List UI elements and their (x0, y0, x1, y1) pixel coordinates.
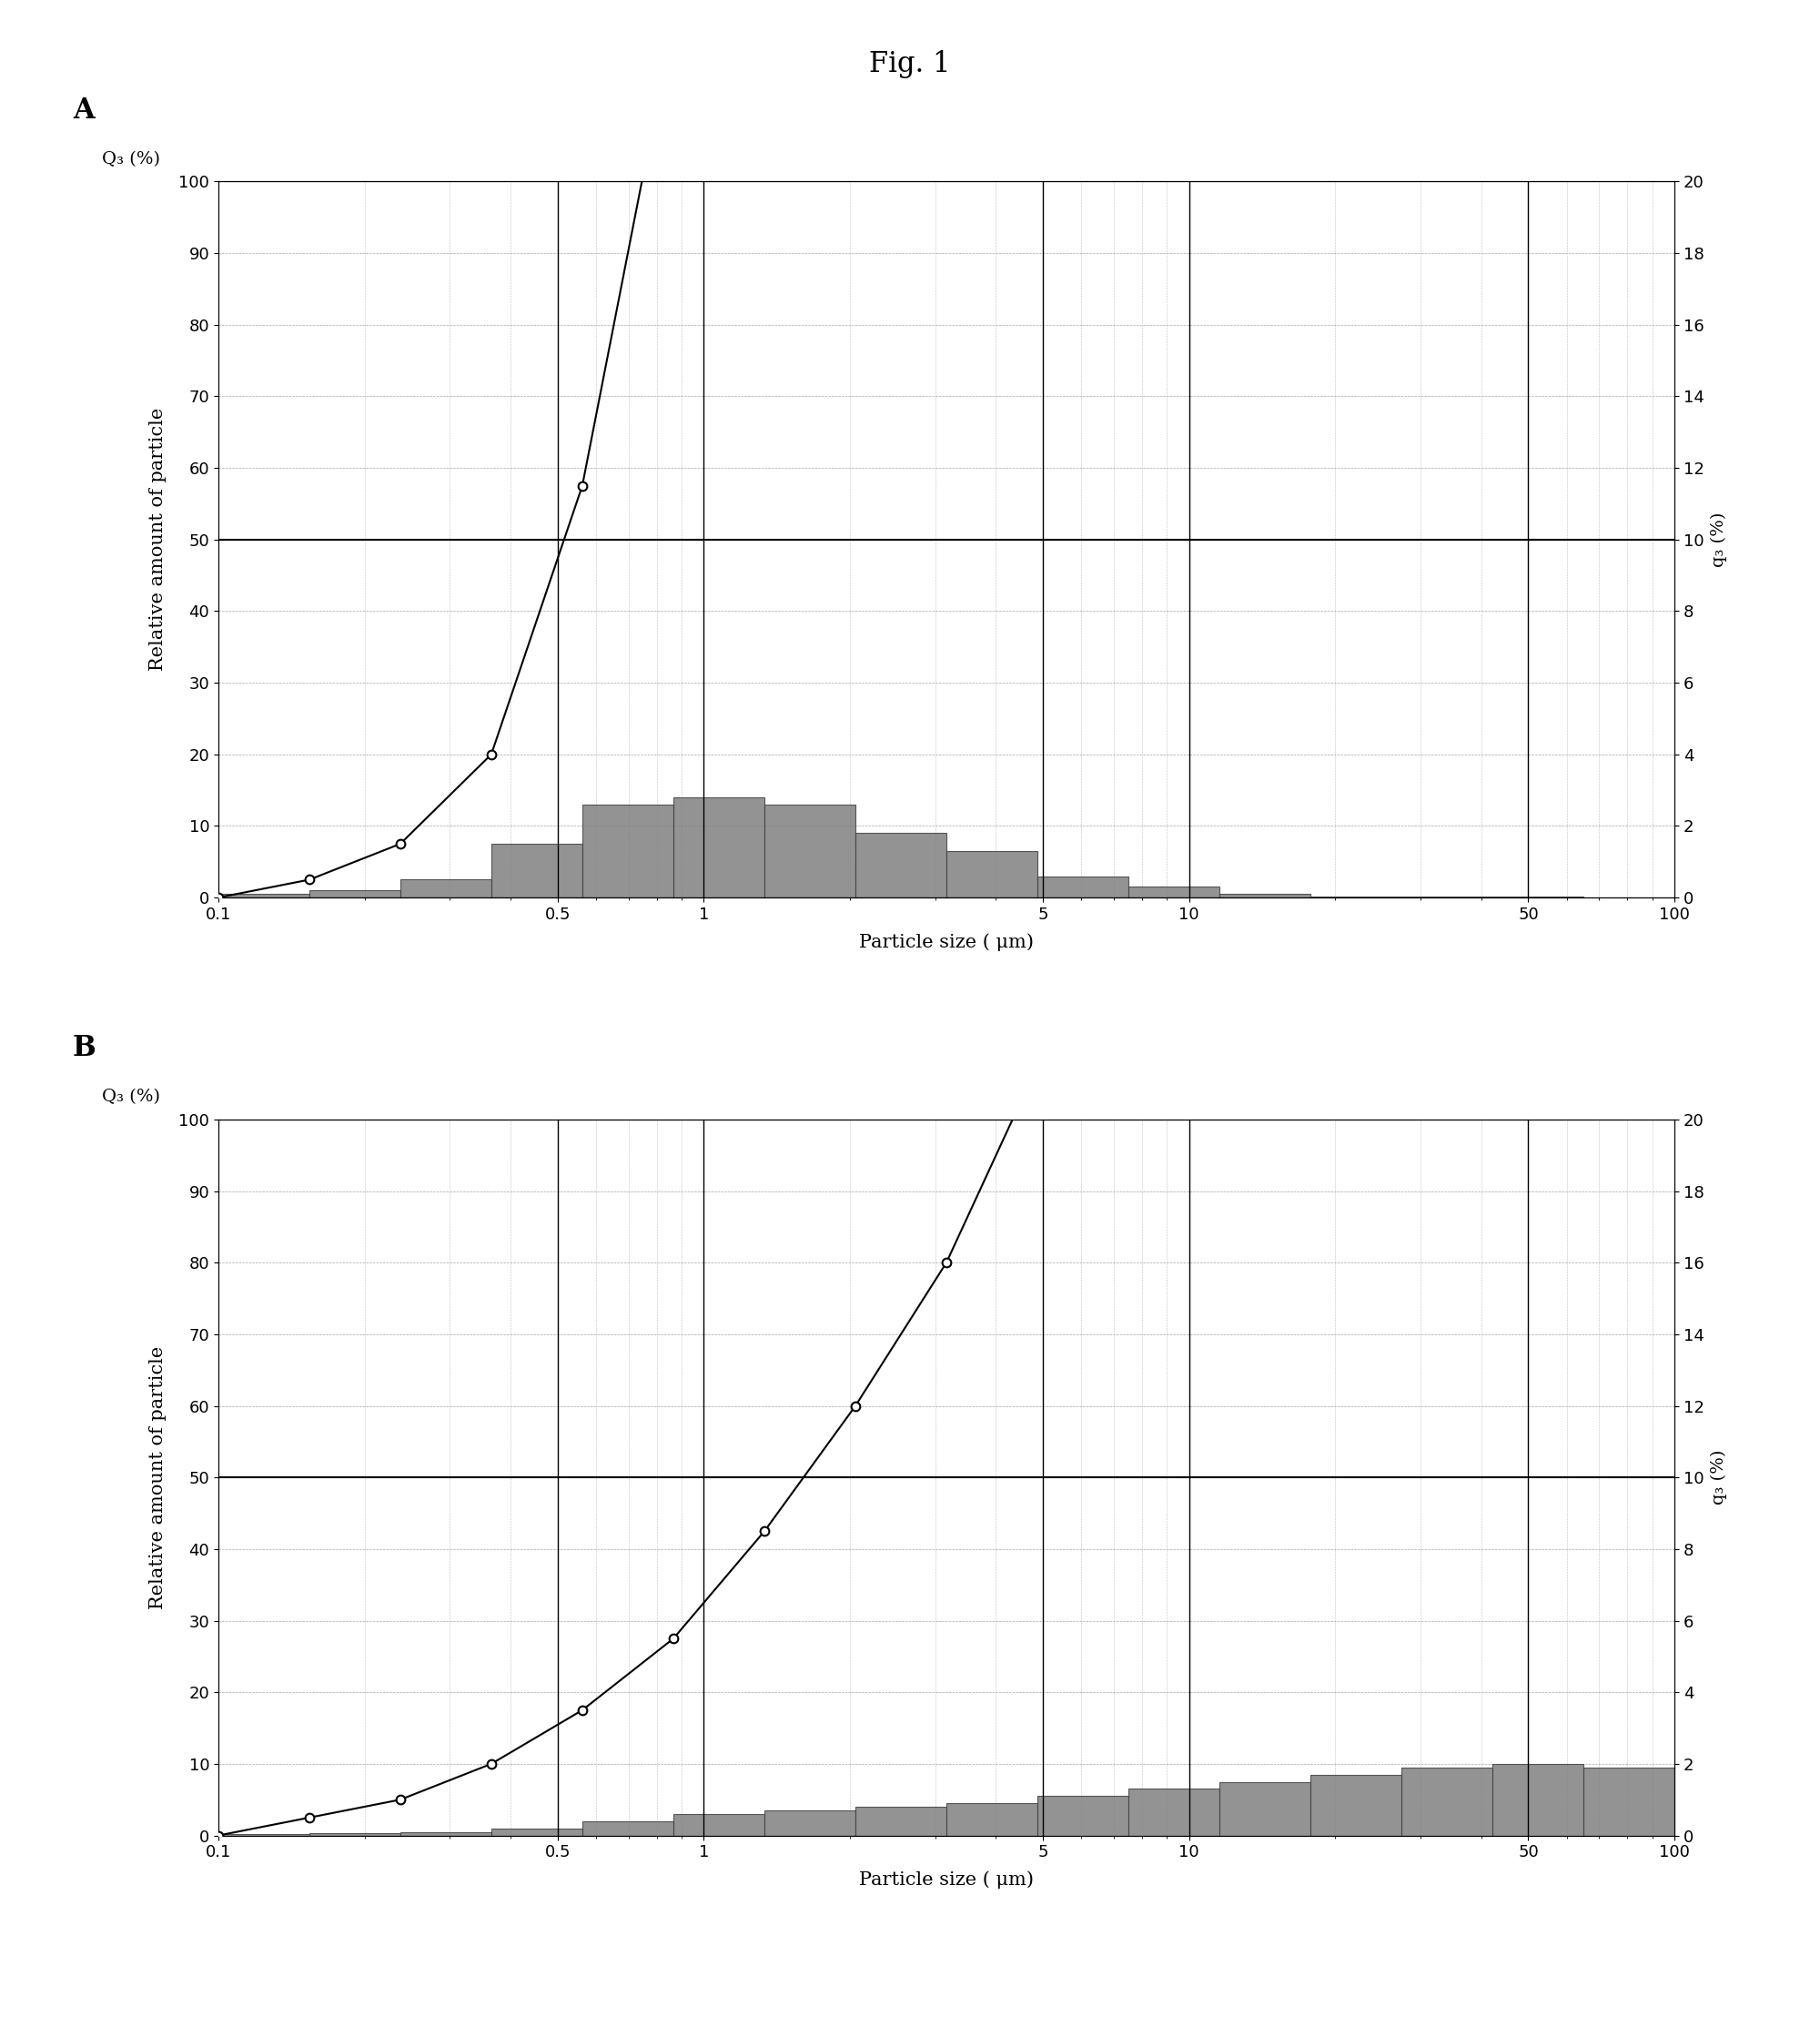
X-axis label: Particle size ( μm): Particle size ( μm) (859, 1872, 1034, 1888)
Bar (673, 1813, 764, 1835)
Y-axis label: Relative amount of particle: Relative amount of particle (149, 1345, 166, 1610)
Bar (1219, 1781, 1310, 1835)
Bar (1583, 1767, 1674, 1835)
Text: Q₃ (%): Q₃ (%) (102, 151, 160, 167)
Bar (1401, 1767, 1492, 1835)
Bar (855, 833, 946, 898)
Bar (1219, 894, 1310, 898)
Text: B: B (73, 1035, 96, 1063)
Bar (400, 879, 491, 898)
Bar (218, 894, 309, 898)
X-axis label: Particle size ( μm): Particle size ( μm) (859, 934, 1034, 950)
Bar (1310, 1775, 1401, 1835)
Bar (673, 797, 764, 898)
Bar (582, 1821, 673, 1835)
Text: Fig. 1: Fig. 1 (870, 50, 950, 79)
Bar (855, 1807, 946, 1835)
Y-axis label: q₃ (%): q₃ (%) (1711, 512, 1727, 567)
Y-axis label: Relative amount of particle: Relative amount of particle (149, 407, 166, 672)
Bar (1037, 875, 1128, 898)
Bar (491, 843, 582, 898)
Bar (946, 1803, 1037, 1835)
Bar (764, 1811, 855, 1835)
Y-axis label: q₃ (%): q₃ (%) (1711, 1450, 1727, 1505)
Bar (1128, 887, 1219, 898)
Bar (946, 851, 1037, 898)
Bar (491, 1827, 582, 1835)
Bar (1128, 1789, 1219, 1835)
Bar (309, 1833, 400, 1835)
Bar (582, 805, 673, 898)
Bar (309, 889, 400, 898)
Bar (1492, 1763, 1583, 1835)
Text: A: A (73, 97, 95, 125)
Text: Q₃ (%): Q₃ (%) (102, 1089, 160, 1105)
Bar (764, 805, 855, 898)
Bar (1037, 1795, 1128, 1835)
Bar (400, 1831, 491, 1835)
